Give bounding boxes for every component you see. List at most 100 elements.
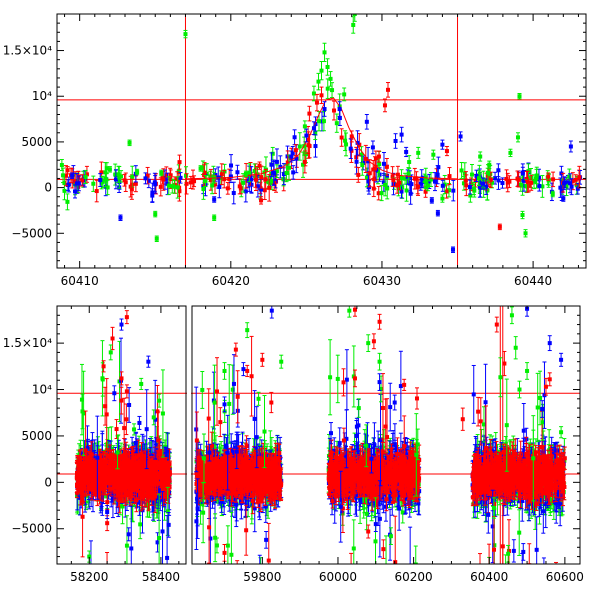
data-point	[407, 160, 411, 164]
data-point	[340, 136, 344, 140]
data-point	[323, 50, 327, 54]
data-point	[241, 181, 245, 185]
data-point	[468, 185, 472, 189]
data-point	[313, 144, 317, 148]
data-point	[199, 166, 203, 170]
data-point	[400, 133, 404, 137]
data-point	[382, 162, 386, 166]
data-point	[440, 143, 444, 147]
data-point	[315, 101, 319, 105]
data-point	[383, 183, 387, 187]
data-point	[383, 103, 387, 107]
data-point	[356, 173, 360, 177]
data-point	[569, 144, 573, 148]
data-point	[70, 174, 74, 178]
data-point	[338, 107, 342, 111]
data-point	[451, 248, 455, 252]
data-point	[500, 181, 504, 185]
data-point	[546, 175, 550, 179]
data-point	[386, 88, 390, 92]
data-point	[436, 211, 440, 215]
data-point	[558, 186, 562, 190]
data-point	[478, 155, 482, 159]
data-point	[103, 177, 107, 181]
data-point	[524, 231, 528, 235]
data-point	[380, 191, 384, 195]
data-point	[470, 173, 474, 177]
data-point	[259, 175, 263, 179]
data-point	[167, 184, 171, 188]
data-point	[287, 166, 291, 170]
data-point	[229, 164, 233, 168]
data-point	[134, 498, 138, 502]
data-point	[517, 178, 521, 182]
data-point	[272, 171, 276, 175]
data-point	[108, 167, 112, 171]
data-point	[551, 177, 555, 181]
data-point	[220, 172, 224, 176]
data-point	[143, 176, 147, 180]
data-point	[232, 191, 236, 195]
data-point	[105, 500, 109, 504]
data-point	[561, 197, 565, 201]
data-point	[135, 170, 139, 174]
y-tick-label: −5000	[11, 226, 52, 240]
data-point	[304, 134, 308, 138]
data-point	[368, 171, 372, 175]
bottom-plot-area	[57, 301, 580, 600]
data-point	[508, 151, 512, 155]
data-point	[397, 181, 401, 185]
data-point	[498, 225, 502, 229]
data-point	[436, 173, 440, 177]
data-point	[426, 184, 430, 188]
data-point	[217, 185, 221, 189]
x-tick-label: 60410	[61, 274, 99, 288]
data-point	[130, 187, 134, 191]
data-point	[212, 216, 216, 220]
data-point	[128, 141, 132, 145]
data-point	[535, 173, 539, 177]
data-point	[226, 186, 230, 190]
data-point	[285, 171, 289, 175]
data-point	[293, 135, 297, 139]
data-point	[303, 160, 307, 164]
data-point	[153, 212, 157, 216]
data-point	[159, 185, 163, 189]
x-tick-label: 60440	[514, 274, 552, 288]
data-point	[567, 175, 571, 179]
data-point	[138, 522, 142, 526]
data-point	[150, 190, 154, 194]
data-point	[330, 88, 334, 92]
data-point	[307, 112, 311, 116]
data-point	[323, 107, 327, 111]
data-point	[464, 179, 468, 183]
data-point	[294, 148, 298, 152]
data-point	[254, 178, 258, 182]
data-point	[440, 197, 444, 201]
data-point	[98, 178, 102, 182]
data-point	[176, 185, 180, 189]
data-point	[289, 155, 293, 159]
data-point	[77, 181, 81, 185]
data-point	[335, 121, 339, 125]
data-point	[431, 153, 435, 157]
data-point	[235, 170, 239, 174]
data-point	[385, 187, 389, 191]
data-point	[201, 187, 205, 191]
data-point	[130, 175, 134, 179]
data-point	[159, 171, 163, 175]
data-point	[451, 189, 455, 193]
data-point	[65, 200, 69, 204]
data-point	[185, 182, 189, 186]
data-point	[303, 124, 307, 128]
data-point	[400, 176, 404, 180]
data-point	[377, 155, 381, 159]
data-point	[574, 178, 578, 182]
data-point	[355, 160, 359, 164]
data-point	[312, 126, 316, 130]
data-point	[320, 93, 324, 97]
